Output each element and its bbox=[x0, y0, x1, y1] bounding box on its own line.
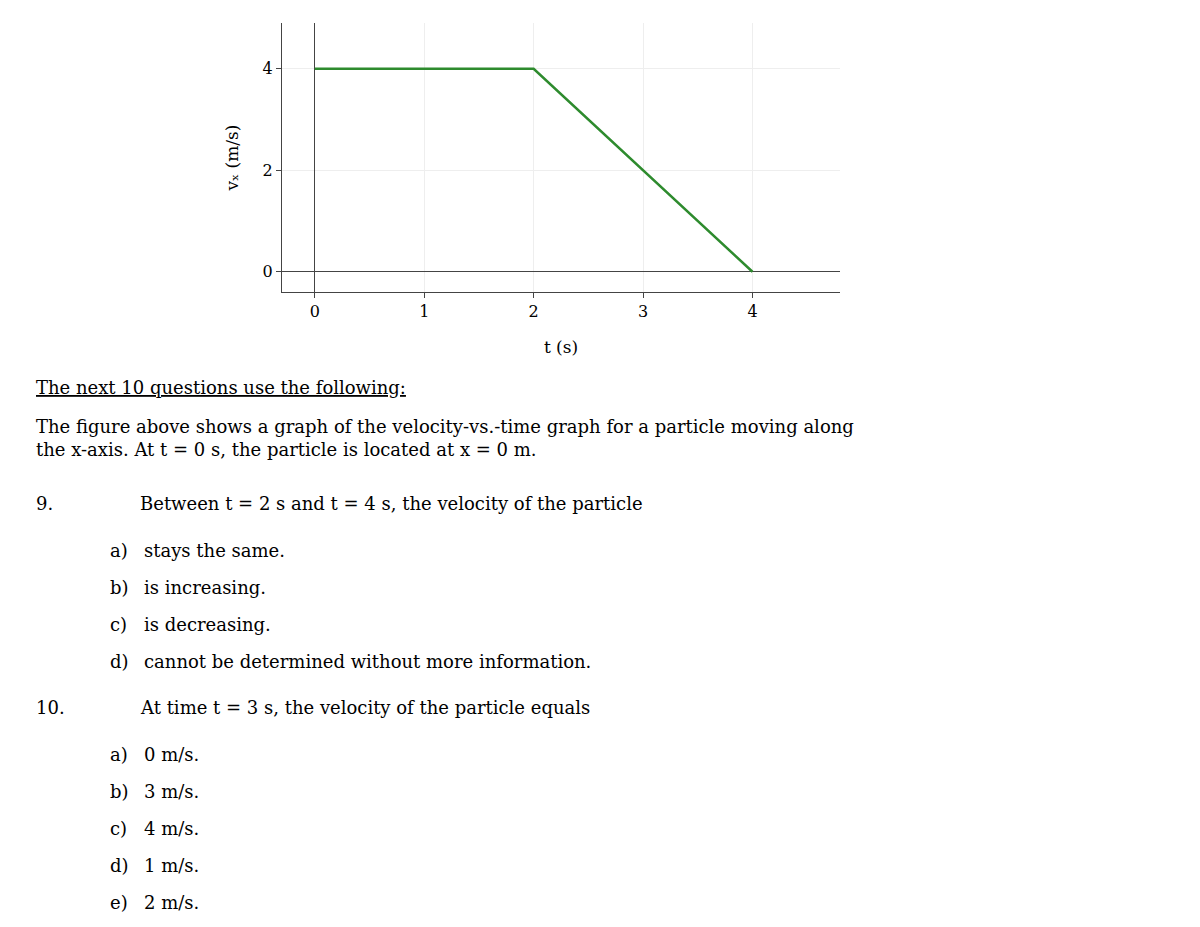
svg-text:3 m/s.: 3 m/s. bbox=[144, 781, 199, 802]
svg-text:is decreasing.: is decreasing. bbox=[144, 614, 271, 635]
svg-text:1: 1 bbox=[419, 302, 429, 321]
svg-text:0 m/s.: 0 m/s. bbox=[144, 744, 199, 765]
svg-text:vₓ (m/s): vₓ (m/s) bbox=[222, 125, 242, 192]
svg-text:b): b) bbox=[110, 577, 129, 598]
svg-text:c): c) bbox=[110, 614, 127, 635]
svg-text:4: 4 bbox=[263, 59, 273, 78]
svg-text:Between t = 2 s and t = 4 s, t: Between t = 2 s and t = 4 s, the velocit… bbox=[140, 493, 643, 514]
svg-text:e): e) bbox=[110, 892, 128, 913]
svg-text:10.: 10. bbox=[36, 697, 65, 718]
svg-text:The next 10 questions use the: The next 10 questions use the following: bbox=[36, 377, 406, 398]
svg-text:0: 0 bbox=[263, 262, 273, 281]
svg-text:3: 3 bbox=[638, 302, 648, 321]
svg-text:2: 2 bbox=[529, 302, 539, 321]
svg-text:d): d) bbox=[110, 855, 129, 876]
svg-text:1 m/s.: 1 m/s. bbox=[144, 855, 199, 876]
svg-text:The figure above shows a graph: The figure above shows a graph of the ve… bbox=[36, 416, 854, 460]
svg-text:is increasing.: is increasing. bbox=[144, 577, 266, 598]
svg-text:0: 0 bbox=[310, 302, 320, 321]
svg-text:stays the same.: stays the same. bbox=[144, 540, 285, 561]
svg-text:d): d) bbox=[110, 651, 129, 672]
svg-text:c): c) bbox=[110, 818, 127, 839]
svg-text:4 m/s.: 4 m/s. bbox=[144, 818, 199, 839]
svg-text:9.: 9. bbox=[36, 493, 53, 514]
svg-text:t (s): t (s) bbox=[544, 337, 578, 357]
svg-text:4: 4 bbox=[747, 302, 757, 321]
svg-text:2: 2 bbox=[263, 161, 273, 180]
svg-text:b): b) bbox=[110, 781, 129, 802]
svg-text:2 m/s.: 2 m/s. bbox=[144, 892, 199, 913]
svg-text:a): a) bbox=[110, 744, 128, 765]
svg-text:At time t = 3 s, the velocity: At time t = 3 s, the velocity of the par… bbox=[140, 697, 590, 718]
svg-text:a): a) bbox=[110, 540, 128, 561]
svg-text:cannot be determined without m: cannot be determined without more inform… bbox=[144, 651, 591, 672]
